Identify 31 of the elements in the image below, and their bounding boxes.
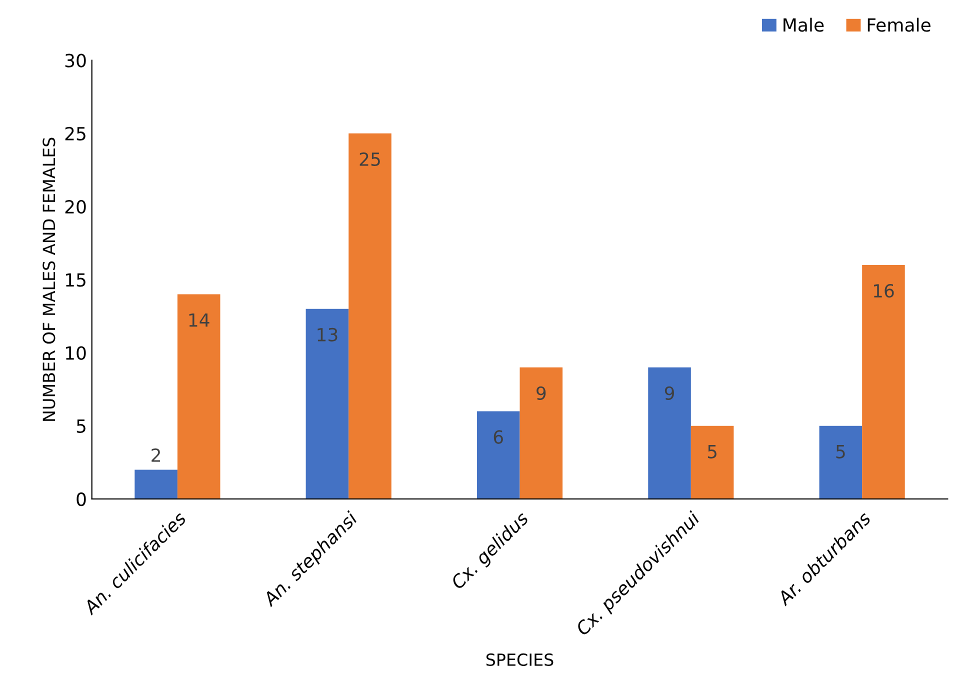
data-label: 9 — [664, 386, 674, 400]
y-tick-label: 5 — [76, 420, 86, 433]
y-tick-label: 30 — [65, 54, 86, 68]
bar — [520, 367, 563, 499]
y-tick-label: 20 — [65, 200, 86, 214]
bar — [348, 133, 392, 499]
bar — [177, 294, 220, 499]
data-label: 5 — [708, 445, 716, 458]
data-label: 13 — [318, 328, 338, 342]
y-axis-title: NUMBER OF MALES AND FEMALES — [42, 138, 56, 421]
bar — [306, 308, 349, 499]
data-label: 5 — [836, 445, 845, 458]
data-label: 2 — [152, 448, 160, 462]
bar — [648, 367, 691, 499]
legend-label: Male — [784, 18, 824, 32]
bar — [134, 470, 178, 499]
y-tick-label: 10 — [66, 346, 86, 360]
x-axis-title: SPECIES — [486, 653, 554, 666]
y-tick-label: 25 — [65, 126, 86, 141]
data-label: 6 — [494, 430, 503, 444]
bar — [862, 265, 905, 499]
legend-label: Female — [868, 18, 930, 32]
data-label: 14 — [189, 313, 210, 327]
data-label: 16 — [874, 284, 894, 298]
bar — [476, 411, 520, 499]
bar — [819, 426, 862, 499]
y-tick-label: 15 — [66, 273, 86, 287]
bar — [690, 426, 734, 499]
y-tick-label: 0 — [76, 492, 86, 506]
data-label: 9 — [536, 386, 546, 400]
data-label: 25 — [360, 152, 380, 166]
